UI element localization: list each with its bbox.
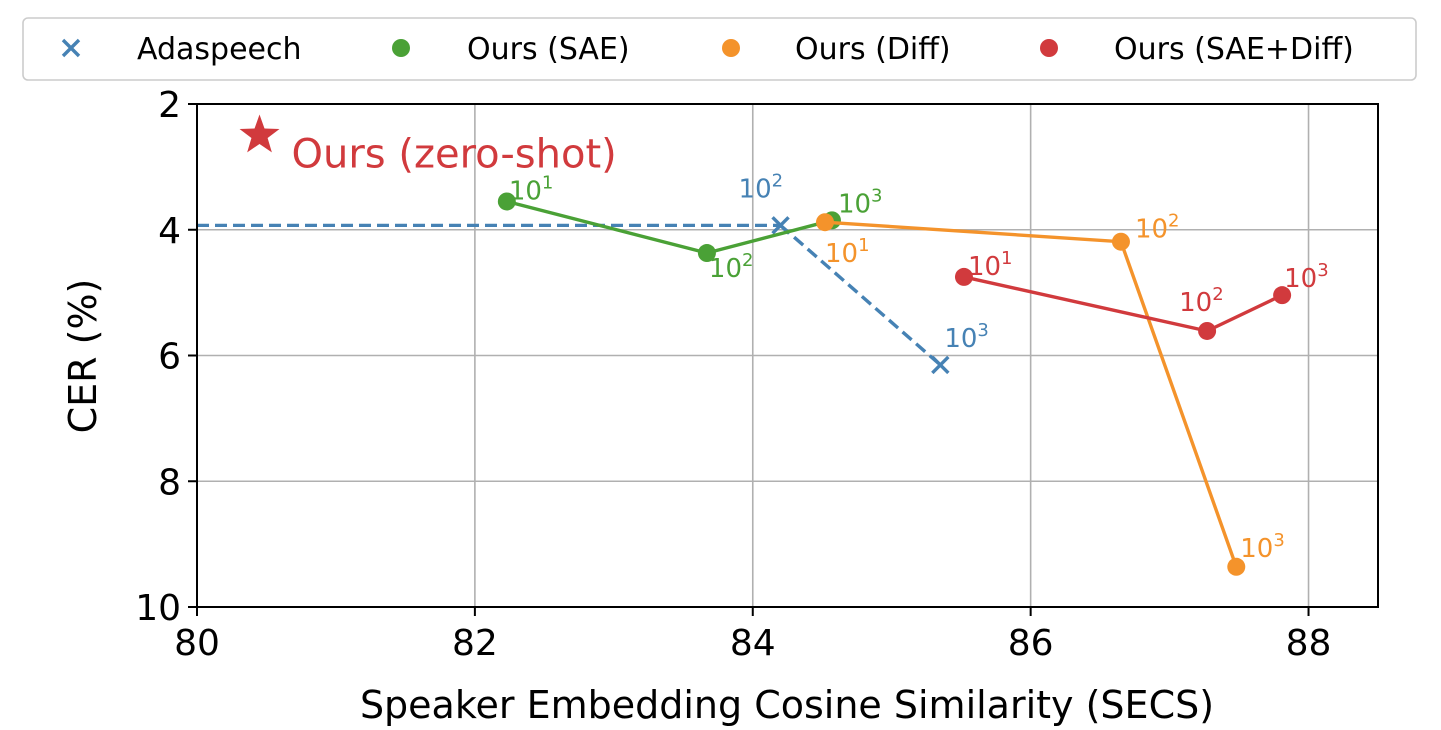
y-axis-label: CER (%) bbox=[61, 279, 105, 434]
point-label-ours-sae-2: 103 bbox=[838, 185, 883, 219]
axis-ticks: 80 82 84 86 88 2 4 6 8 10 bbox=[135, 85, 1331, 664]
point-label-ours-sae-1: 102 bbox=[709, 250, 754, 284]
legend: Adaspeech Ours (SAE) Ours (Diff) Ours (SAE+… bbox=[22, 17, 1417, 81]
point-label-ours-diff-1: 102 bbox=[1135, 211, 1180, 245]
point-label-ours-diff-2: 103 bbox=[1240, 530, 1285, 564]
zero-shot-star-marker bbox=[239, 114, 280, 153]
zero-shot-label: Ours (zero-shot) bbox=[292, 131, 617, 177]
data-point-ours-sae-diff-2 bbox=[1273, 286, 1292, 305]
point-label-ours-sae-diff-1: 102 bbox=[1179, 284, 1224, 318]
x-tick-label-4: 88 bbox=[1286, 623, 1332, 664]
legend-marker-ours-sae bbox=[392, 39, 410, 57]
legend-marker-ours-diff bbox=[722, 39, 740, 57]
data-point-ours-diff-0 bbox=[816, 213, 835, 232]
legend-marker-adaspeech bbox=[61, 38, 81, 58]
data-point-ours-diff-2 bbox=[1227, 557, 1246, 576]
x-tick-label-1: 82 bbox=[452, 623, 498, 664]
data-point-ours-sae-diff-0 bbox=[954, 267, 973, 286]
series-ours-diff bbox=[816, 213, 1246, 576]
data-point-adaspeech-1 bbox=[931, 355, 950, 375]
y-tick-label-3: 8 bbox=[158, 462, 181, 503]
y-tick-label-2: 6 bbox=[158, 337, 181, 378]
data-point-ours-sae-0 bbox=[497, 192, 516, 211]
x-tick-label-0: 80 bbox=[174, 623, 220, 664]
data-point-ours-sae-1 bbox=[697, 244, 716, 263]
point-label-ours-diff-0: 101 bbox=[825, 235, 870, 269]
point-label-ours-sae-diff-0: 101 bbox=[968, 248, 1013, 282]
x-tick-label-2: 84 bbox=[730, 623, 776, 664]
y-tick-label-4: 10 bbox=[135, 588, 181, 629]
series-ours-sae bbox=[497, 192, 841, 263]
x-axis-label: Speaker Embedding Cosine Similarity (SEC… bbox=[360, 683, 1214, 727]
y-tick-label-1: 4 bbox=[158, 211, 181, 252]
point-labels: 102 103 101 102 103 101 102 103 101 102 103 Ours (z… bbox=[292, 131, 1329, 563]
point-label-ours-sae-diff-2: 103 bbox=[1284, 260, 1329, 294]
legend-label-ours-diff: Ours (Diff) bbox=[795, 32, 951, 67]
point-label-adaspeech-0: 102 bbox=[739, 170, 784, 204]
legend-label-adaspeech: Adaspeech bbox=[137, 32, 302, 67]
series-line-ours-sae-diff bbox=[963, 275, 1283, 333]
data-point-ours-sae-diff-1 bbox=[1198, 321, 1217, 340]
point-label-ours-sae-0: 101 bbox=[509, 172, 554, 206]
legend-label-ours-sae-diff: Ours (SAE+Diff) bbox=[1114, 32, 1354, 67]
x-tick-label-3: 86 bbox=[1008, 623, 1054, 664]
legend-box bbox=[22, 17, 1417, 81]
legend-label-ours-sae: Ours (SAE) bbox=[467, 32, 630, 67]
grid bbox=[196, 103, 1378, 608]
data-point-ours-diff-1 bbox=[1111, 232, 1130, 251]
series-layer bbox=[239, 114, 1292, 576]
series-ours-sae-diff bbox=[954, 267, 1292, 340]
legend-marker-ours-sae-diff bbox=[1040, 39, 1058, 57]
y-tick-label-0: 2 bbox=[158, 85, 181, 126]
point-label-adaspeech-1: 103 bbox=[944, 320, 989, 354]
